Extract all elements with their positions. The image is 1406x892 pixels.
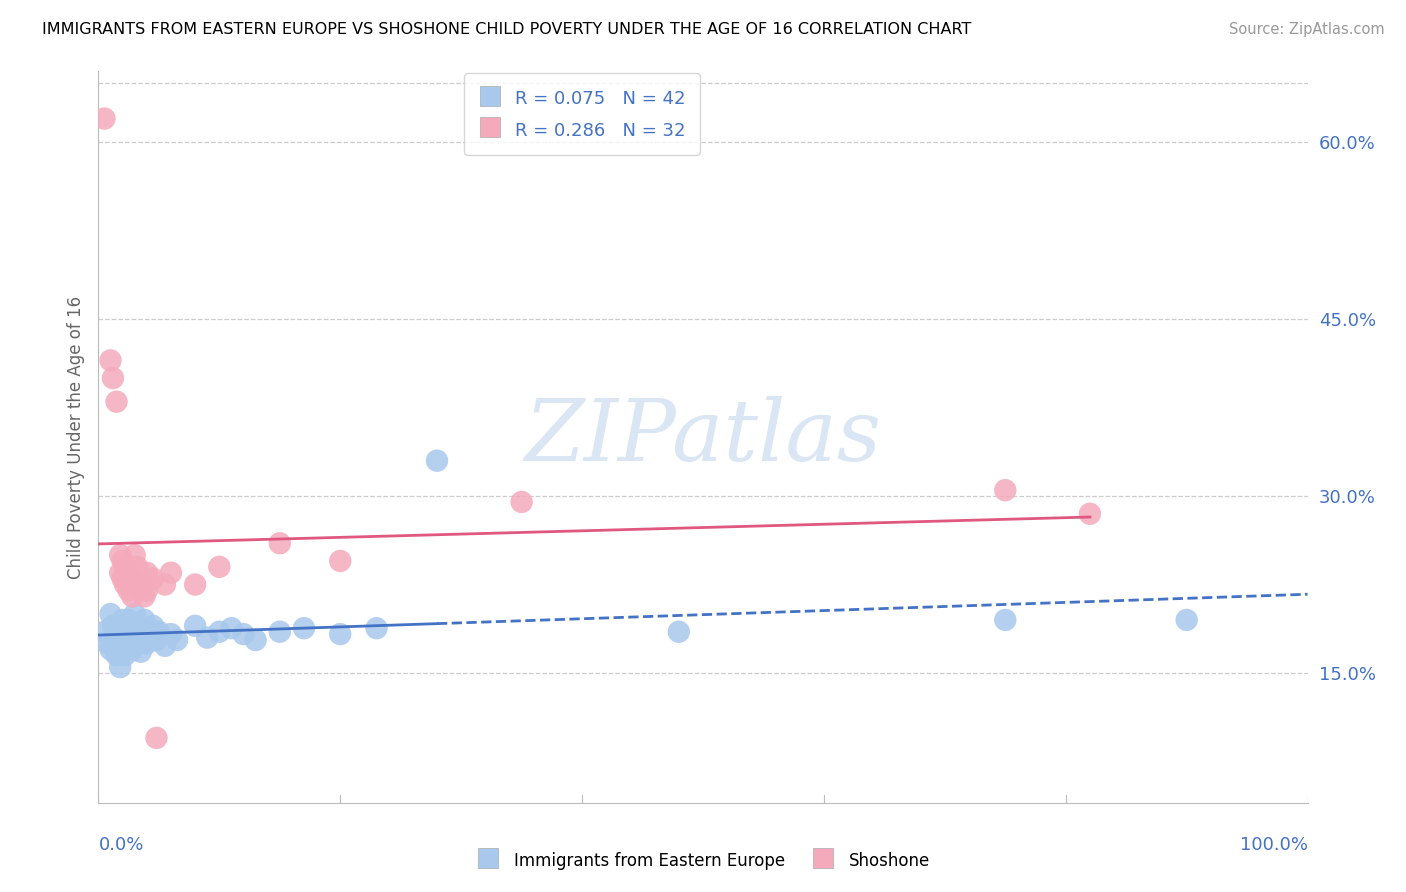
Point	[129, 577, 152, 591]
Point	[1078, 507, 1101, 521]
Point	[108, 548, 131, 562]
Point	[100, 642, 122, 657]
Text: IMMIGRANTS FROM EASTERN EUROPE VS SHOSHONE CHILD POVERTY UNDER THE AGE OF 16 COR: IMMIGRANTS FROM EASTERN EUROPE VS SHOSHO…	[42, 22, 972, 37]
Point	[134, 613, 156, 627]
Point	[111, 554, 134, 568]
Point	[114, 636, 136, 650]
Point	[100, 353, 122, 368]
Point	[145, 632, 167, 647]
Point	[121, 590, 143, 604]
Point	[135, 566, 157, 580]
Point	[329, 554, 352, 568]
Point	[105, 394, 128, 409]
Point	[1175, 613, 1198, 627]
Point	[153, 577, 176, 591]
Point	[184, 577, 207, 591]
Point	[221, 621, 243, 635]
Point	[366, 621, 388, 635]
Point	[124, 577, 146, 591]
Point	[111, 613, 134, 627]
Point	[114, 559, 136, 574]
Point	[108, 660, 131, 674]
Point	[124, 607, 146, 621]
Point	[208, 624, 231, 639]
Text: 100.0%: 100.0%	[1240, 836, 1308, 854]
Point	[184, 619, 207, 633]
Y-axis label: Child Poverty Under the Age of 16: Child Poverty Under the Age of 16	[66, 295, 84, 579]
Point	[195, 631, 218, 645]
Point	[118, 631, 141, 645]
Point	[97, 636, 120, 650]
Text: 0.0%: 0.0%	[98, 836, 143, 854]
Point	[101, 619, 124, 633]
Point	[232, 627, 254, 641]
Point	[124, 624, 146, 639]
Point	[245, 632, 267, 647]
Point	[134, 590, 156, 604]
Point	[100, 607, 122, 621]
Point	[292, 621, 315, 635]
Point	[510, 495, 533, 509]
Point	[994, 483, 1017, 498]
Point	[269, 624, 291, 639]
Point	[153, 639, 176, 653]
Point	[114, 577, 136, 591]
Point	[129, 645, 152, 659]
Point	[166, 632, 188, 647]
Point	[145, 731, 167, 745]
Point	[148, 624, 170, 639]
Point	[124, 548, 146, 562]
Point	[111, 572, 134, 586]
Point	[426, 453, 449, 467]
Text: Source: ZipAtlas.com: Source: ZipAtlas.com	[1229, 22, 1385, 37]
Point	[329, 627, 352, 641]
Point	[114, 648, 136, 663]
Point	[108, 566, 131, 580]
Point	[142, 572, 165, 586]
Point	[127, 632, 149, 647]
Point	[269, 536, 291, 550]
Point	[994, 613, 1017, 627]
Point	[668, 624, 690, 639]
Point	[93, 112, 115, 126]
Point	[135, 624, 157, 639]
Point	[135, 636, 157, 650]
Legend: Immigrants from Eastern Europe, Shoshone: Immigrants from Eastern Europe, Shoshone	[470, 844, 936, 877]
Point	[118, 566, 141, 580]
Point	[142, 619, 165, 633]
Point	[208, 559, 231, 574]
Point	[121, 642, 143, 657]
Point	[118, 583, 141, 598]
Legend: R = 0.075   N = 42, R = 0.286   N = 32: R = 0.075 N = 42, R = 0.286 N = 32	[464, 73, 700, 154]
Point	[105, 624, 128, 639]
Point	[93, 624, 115, 639]
Point	[118, 613, 141, 627]
Point	[105, 648, 128, 663]
Point	[127, 559, 149, 574]
Point	[111, 631, 134, 645]
Point	[135, 583, 157, 598]
Text: ZIPatlas: ZIPatlas	[524, 396, 882, 478]
Point	[160, 627, 183, 641]
Point	[101, 371, 124, 385]
Point	[160, 566, 183, 580]
Point	[121, 572, 143, 586]
